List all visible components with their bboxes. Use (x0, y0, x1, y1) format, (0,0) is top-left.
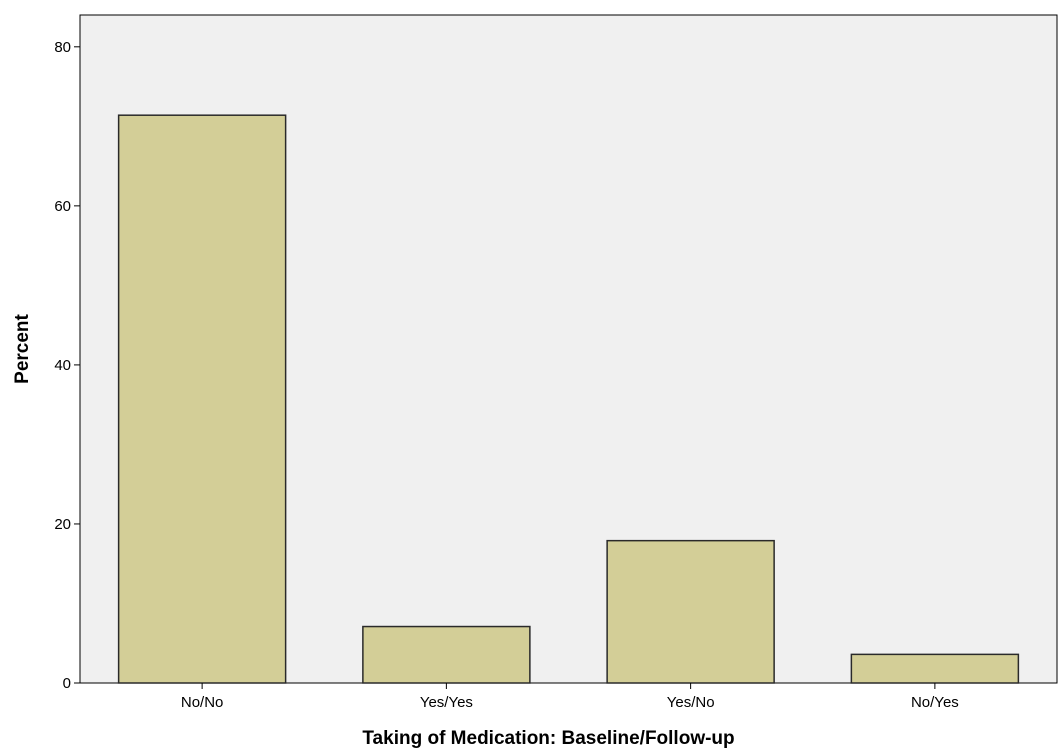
y-tick-label: 0 (63, 675, 71, 692)
x-tick-label: No/Yes (911, 694, 959, 711)
y-tick-label: 60 (54, 198, 71, 215)
y-tick-label: 80 (54, 39, 71, 56)
bar-no-yes (850, 653, 1020, 684)
y-axis-ticks: 0 20 40 60 80 (54, 39, 80, 692)
bar-yes-no (606, 539, 775, 684)
y-tick-label: 20 (54, 516, 71, 533)
y-tick-label: 40 (54, 357, 71, 374)
bar-no-no (117, 114, 287, 684)
bars (117, 114, 1020, 684)
bar-yes-yes (362, 625, 531, 684)
x-tick-label: Yes/No (667, 694, 715, 711)
x-axis-title: Taking of Medication: Baseline/Follow-up (362, 728, 734, 749)
x-tick-label: Yes/Yes (420, 694, 473, 711)
y-axis-title: Percent (12, 313, 33, 383)
x-axis-ticks: No/No Yes/Yes Yes/No No/Yes (181, 683, 959, 711)
x-tick-label: No/No (181, 694, 224, 711)
